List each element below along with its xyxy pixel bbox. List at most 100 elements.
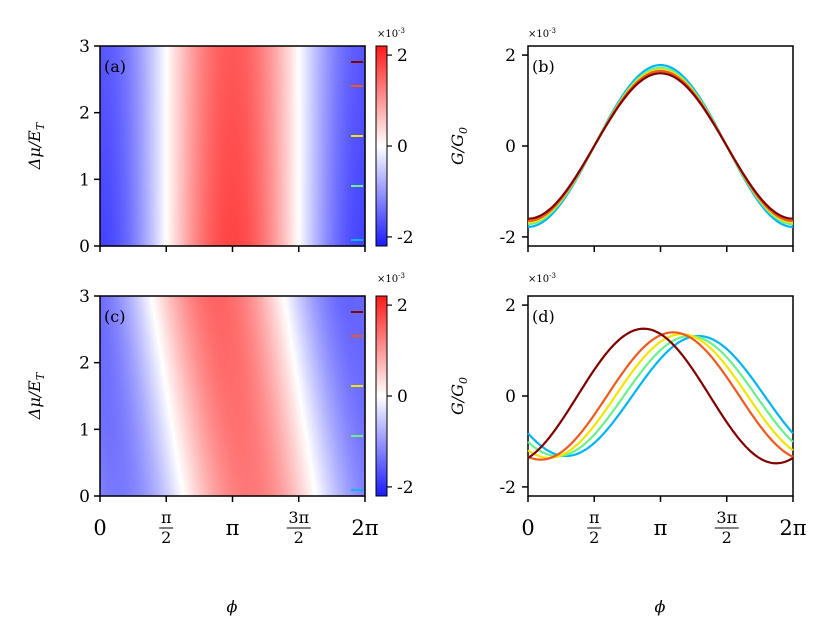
heatmap-cell — [263, 69, 267, 74]
heatmap-cell — [289, 49, 293, 54]
heatmap-cell — [179, 52, 183, 57]
heatmap-cell — [194, 49, 198, 54]
heatmap-cell — [287, 79, 291, 84]
heatmap-cell — [113, 69, 117, 74]
heatmap-cell — [108, 72, 112, 77]
heatmap-cell — [232, 79, 236, 84]
heatmap-cell — [256, 59, 260, 64]
heatmap-cell — [345, 66, 348, 70]
heatmap-cell — [243, 69, 247, 74]
heatmap-cell — [135, 59, 139, 64]
heatmap-cell — [265, 52, 269, 57]
heatmap-cell — [186, 59, 189, 64]
heatmap-cell — [217, 66, 220, 70]
heatmap-cell — [276, 76, 280, 80]
heatmap-cell — [353, 56, 357, 60]
heatmap-cell — [225, 46, 229, 50]
heatmap-cell — [318, 46, 322, 50]
heatmap-cell — [323, 69, 326, 74]
heatmap-cell — [325, 52, 329, 57]
heatmap-cell — [166, 69, 170, 74]
heatmap-cell — [270, 56, 273, 60]
heatmap-cell — [126, 56, 130, 60]
heatmap-cell — [303, 49, 306, 54]
heatmap-cell — [128, 59, 132, 64]
heatmap-cell — [239, 69, 242, 74]
heatmap-cell — [312, 62, 315, 67]
heatmap-cell — [223, 72, 227, 77]
heatmap-cell — [206, 46, 209, 50]
heatmap-cell — [234, 52, 238, 57]
heatmap-cell — [349, 59, 353, 64]
heatmap-cell — [272, 52, 276, 57]
heatmap-cell — [221, 49, 225, 54]
heatmap-cell — [141, 62, 145, 67]
heatmap-cell — [146, 52, 150, 57]
heatmap-cell — [252, 62, 256, 67]
heatmap-cell — [243, 56, 247, 60]
heatmap-cell — [351, 72, 355, 77]
heatmap-cell — [172, 69, 176, 74]
heatmap-cell — [100, 52, 103, 57]
heatmap-cell — [338, 69, 342, 74]
heatmap-cell — [298, 66, 302, 70]
heatmap-cell — [199, 46, 203, 50]
heatmap-cell — [281, 46, 284, 50]
heatmap-cell — [102, 59, 106, 64]
heatmap-cell — [139, 52, 143, 57]
heatmap-cell — [250, 72, 253, 77]
heatmap-cell — [188, 56, 192, 60]
heatmap-cell — [119, 52, 123, 57]
heatmap-cell — [135, 66, 139, 70]
heatmap-cell — [148, 72, 152, 77]
heatmap-cell — [161, 62, 165, 67]
heatmap-cell — [314, 52, 318, 57]
heatmap-cell — [323, 66, 326, 70]
heatmap-cell — [119, 49, 123, 54]
heatmap-cell — [155, 59, 159, 64]
heatmap-cell — [192, 59, 196, 64]
heatmap-cell — [201, 72, 205, 77]
heatmap-cell — [287, 56, 291, 60]
heatmap-cell — [230, 79, 234, 84]
heatmap-cell — [281, 72, 284, 77]
heatmap-cell — [225, 56, 229, 60]
heatmap-cell — [133, 62, 136, 67]
heatmap-cell — [113, 72, 117, 77]
heatmap-cell — [150, 66, 154, 70]
heatmap-cell — [157, 49, 161, 54]
heatmap-cell — [250, 59, 253, 64]
heatmap-cell — [190, 62, 194, 67]
heatmap-cell — [113, 46, 117, 50]
heatmap-cell — [199, 59, 203, 64]
heatmap-cell — [199, 52, 203, 57]
heatmap-cell — [197, 56, 200, 60]
heatmap-cell — [130, 79, 134, 84]
heatmap-cell — [144, 59, 147, 64]
heatmap-cell — [356, 56, 359, 60]
heatmap-cell — [349, 69, 353, 74]
heatmap-cell — [170, 62, 174, 67]
heatmap-cell — [320, 49, 324, 54]
heatmap-cell — [179, 66, 183, 70]
heatmap-cell — [219, 66, 223, 70]
heatmap-cell — [217, 56, 220, 60]
heatmap-cell — [312, 52, 315, 57]
heatmap-cell — [259, 76, 262, 80]
heatmap-cell — [133, 59, 136, 64]
heatmap-cell — [274, 72, 278, 77]
heatmap-cell — [133, 69, 136, 74]
heatmap-cell — [362, 59, 366, 64]
heatmap-cell — [159, 79, 163, 84]
heatmap-cell — [272, 59, 276, 64]
heatmap-cell — [141, 52, 145, 57]
heatmap-cell — [137, 52, 141, 57]
heatmap-cell — [329, 72, 333, 77]
heatmap-cell — [340, 59, 344, 64]
heatmap-cell — [102, 76, 106, 80]
heatmap-cell — [303, 46, 306, 50]
heatmap-cell — [250, 76, 253, 80]
heatmap-cell — [292, 76, 295, 80]
heatmap-cell — [274, 59, 278, 64]
